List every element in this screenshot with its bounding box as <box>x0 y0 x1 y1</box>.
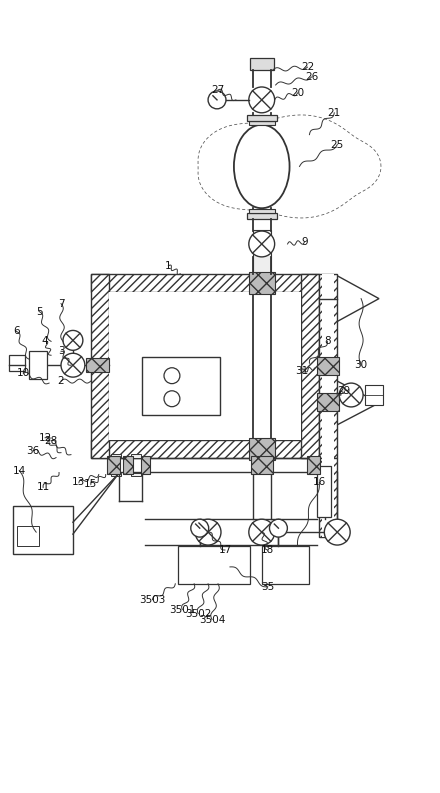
Bar <box>107 456 120 473</box>
Bar <box>317 393 339 411</box>
Text: 16: 16 <box>313 477 326 488</box>
Bar <box>317 465 331 517</box>
Ellipse shape <box>234 125 290 209</box>
Text: 14: 14 <box>13 465 26 476</box>
Bar <box>111 454 121 458</box>
Text: 8: 8 <box>324 336 330 347</box>
Bar <box>91 440 319 458</box>
Bar <box>131 473 140 477</box>
Bar <box>249 121 275 125</box>
Circle shape <box>61 353 85 377</box>
Bar <box>251 456 273 473</box>
Circle shape <box>249 231 275 257</box>
Bar <box>247 213 277 219</box>
Text: 35: 35 <box>261 582 274 592</box>
Bar <box>250 58 274 70</box>
Circle shape <box>195 519 221 545</box>
Text: 21: 21 <box>328 108 341 118</box>
Bar <box>301 274 319 458</box>
Text: 22: 22 <box>301 62 314 72</box>
Bar <box>253 230 271 289</box>
Bar <box>140 456 150 473</box>
Circle shape <box>191 519 209 537</box>
Text: 6: 6 <box>13 327 20 336</box>
Bar <box>249 438 275 460</box>
Text: 26: 26 <box>305 72 318 82</box>
Circle shape <box>63 331 83 351</box>
Bar <box>86 358 109 372</box>
Bar <box>317 358 339 375</box>
Circle shape <box>324 519 350 545</box>
Bar <box>109 292 301 440</box>
Text: 3503: 3503 <box>139 595 165 605</box>
Bar <box>262 546 309 584</box>
Circle shape <box>339 383 363 407</box>
Text: 29: 29 <box>337 386 351 396</box>
Text: 10: 10 <box>17 368 30 378</box>
Text: 2: 2 <box>58 376 64 386</box>
Text: 28: 28 <box>44 435 58 446</box>
Bar <box>319 458 337 537</box>
Text: 17: 17 <box>218 545 231 555</box>
Text: 3504: 3504 <box>199 615 225 625</box>
Text: 5: 5 <box>36 307 43 316</box>
Text: 27: 27 <box>211 85 225 95</box>
Text: 15: 15 <box>84 480 97 489</box>
Bar <box>131 454 140 458</box>
Bar <box>91 274 319 292</box>
Bar <box>319 274 337 458</box>
Text: 4: 4 <box>42 336 48 347</box>
Bar <box>111 473 121 477</box>
Text: 31: 31 <box>295 366 308 376</box>
Bar <box>9 355 25 371</box>
Text: 3501: 3501 <box>169 604 195 615</box>
Text: 30: 30 <box>355 360 368 370</box>
Text: 3: 3 <box>58 347 64 356</box>
Bar <box>143 358 220 415</box>
Bar <box>323 274 334 537</box>
Text: 25: 25 <box>330 140 344 150</box>
Text: 7: 7 <box>58 299 64 308</box>
Bar <box>123 456 132 473</box>
Bar <box>249 209 275 213</box>
Text: 12: 12 <box>38 433 52 442</box>
Bar <box>249 272 275 293</box>
Text: 3502: 3502 <box>185 608 211 619</box>
Bar <box>365 385 383 405</box>
Text: 36: 36 <box>26 446 40 456</box>
Text: 13: 13 <box>72 477 85 488</box>
Circle shape <box>208 91 226 109</box>
Text: 1: 1 <box>165 261 172 271</box>
Circle shape <box>249 87 275 113</box>
Text: 20: 20 <box>291 88 304 98</box>
Text: 18: 18 <box>261 545 274 555</box>
Bar <box>308 456 320 473</box>
Bar <box>29 351 47 379</box>
Text: 11: 11 <box>37 482 50 492</box>
Bar <box>247 115 277 121</box>
Bar <box>91 274 109 458</box>
Circle shape <box>269 519 287 537</box>
Bar <box>17 527 39 546</box>
Circle shape <box>249 519 275 545</box>
Bar <box>178 546 250 584</box>
Bar <box>13 506 73 554</box>
Text: 9: 9 <box>301 237 308 247</box>
